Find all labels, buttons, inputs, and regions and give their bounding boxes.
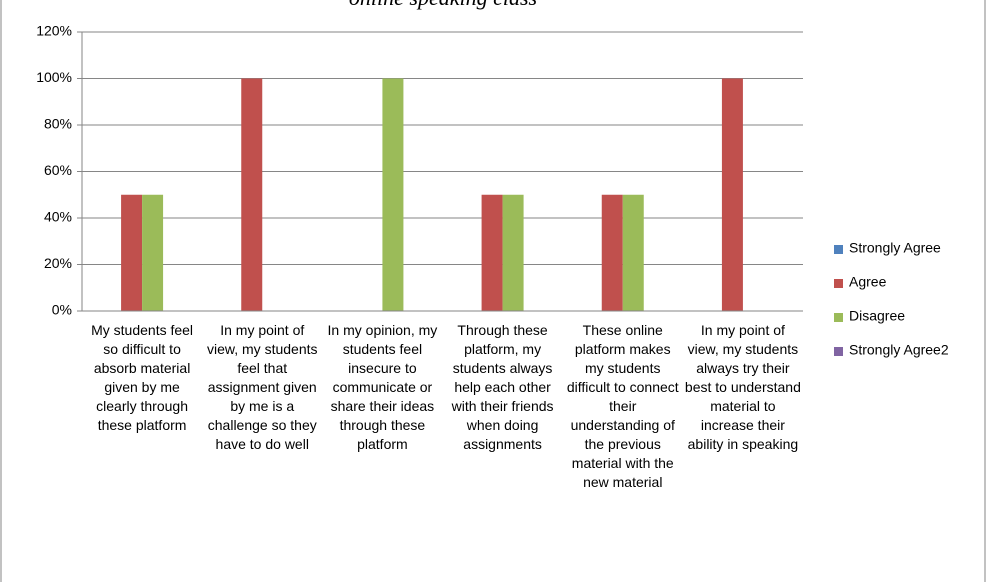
legend-label: Disagree (849, 308, 905, 324)
chart-title: online speaking class (349, 0, 537, 10)
y-tick-label: 120% (36, 23, 72, 39)
legend-swatch (834, 313, 843, 322)
y-tick-label: 0% (52, 302, 72, 318)
x-tick-label: Through these platform, my students alwa… (451, 322, 554, 452)
y-tick-label: 40% (44, 209, 72, 225)
bar (382, 78, 404, 311)
x-tick-label: In my point of view, my students feel th… (207, 322, 318, 452)
x-tick-label: In my point of view, my students always … (684, 322, 801, 452)
y-tick-label: 60% (44, 162, 72, 178)
bar (142, 194, 164, 311)
legend-swatch (834, 279, 843, 288)
bar (721, 78, 743, 311)
legend-swatch (834, 347, 843, 356)
bar (481, 194, 503, 311)
legend-label: Strongly Agree (849, 240, 941, 256)
y-tick-label: 80% (44, 116, 72, 132)
legend-label: Strongly Agree2 (849, 342, 949, 358)
bar (622, 194, 644, 311)
x-tick-label: In my opinion, my students feel insecure… (327, 322, 438, 452)
x-tick-label: My students feel so difficult to absorb … (91, 322, 194, 433)
bar (502, 194, 524, 311)
x-tick-label: These online platform makes my students … (566, 322, 679, 490)
bar (121, 194, 143, 311)
legend-swatch (834, 245, 843, 254)
y-tick-label: 100% (36, 69, 72, 85)
bar (601, 194, 623, 311)
y-tick-label: 20% (44, 255, 72, 271)
bar (241, 78, 263, 311)
legend-label: Agree (849, 274, 887, 290)
